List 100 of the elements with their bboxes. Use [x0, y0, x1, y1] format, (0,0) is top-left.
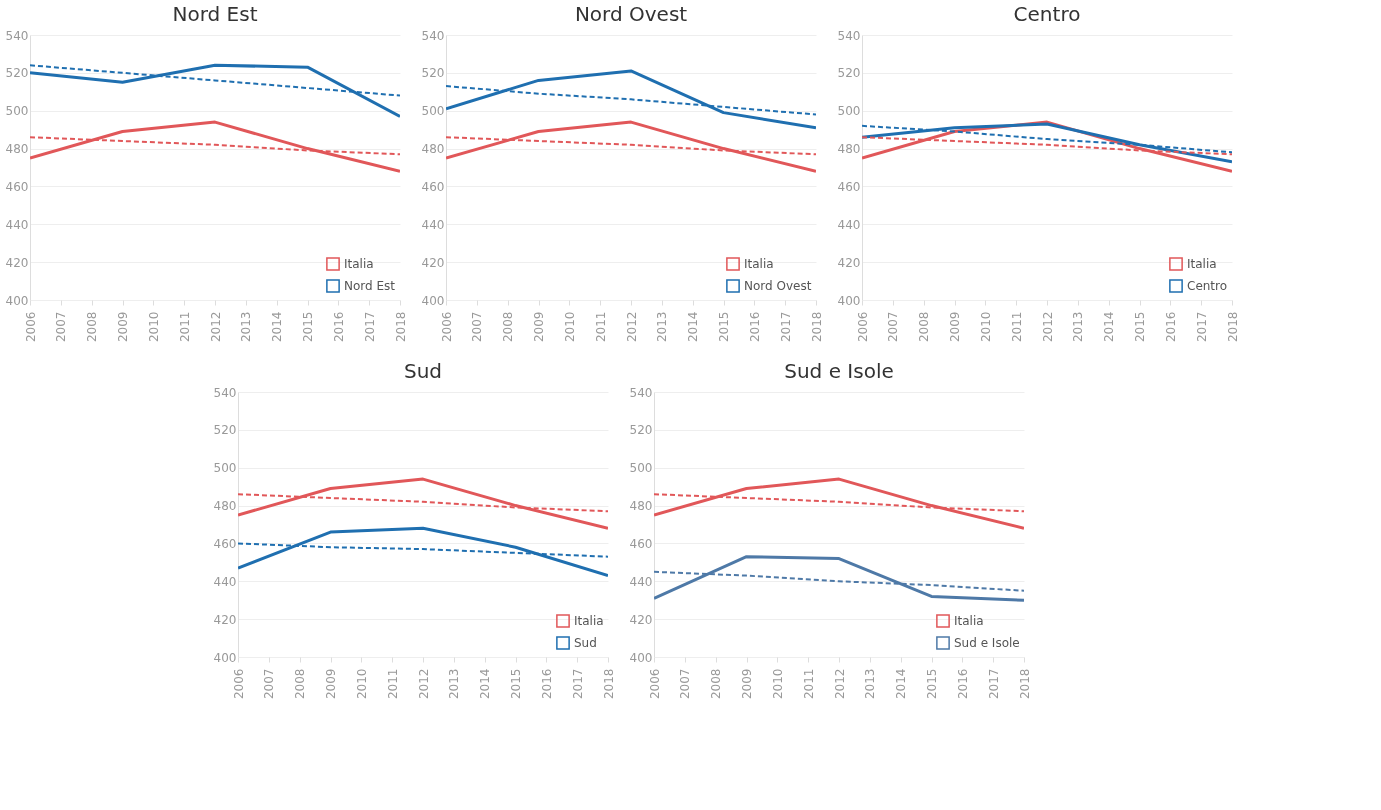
- x-tick-label: 2011: [801, 668, 816, 700]
- y-tick-label: 500: [421, 104, 445, 119]
- legend-label: Italia: [1187, 257, 1217, 271]
- line-series: [654, 477, 1024, 530]
- line-series: [30, 120, 400, 173]
- x-tick-label: 2008: [501, 311, 516, 343]
- y-tick-label: 500: [213, 461, 237, 476]
- y-tick-label: 480: [5, 142, 29, 157]
- y-tick-label: 400: [213, 650, 237, 665]
- legend-label: Centro: [1187, 279, 1228, 293]
- x-tick-label: 2010: [562, 311, 577, 343]
- y-tick-label: 420: [837, 255, 861, 270]
- y-tick-label: 440: [837, 217, 861, 232]
- x-tick-label: 2017: [570, 668, 585, 700]
- x-tick-label: 2015: [301, 311, 315, 343]
- y-tick-label: 440: [5, 217, 29, 232]
- x-tick-label: 2007: [886, 311, 901, 343]
- x-tick-label: 2010: [146, 311, 161, 343]
- y-tick-label: 540: [5, 28, 29, 43]
- legend-label: Nord Ovest: [744, 279, 812, 293]
- x-tick-label: 2009: [740, 668, 754, 700]
- line-series: [238, 477, 608, 530]
- x-tick-label: 2018: [1225, 311, 1240, 343]
- y-tick-label: 480: [629, 499, 653, 514]
- x-tick-label: 2016: [539, 668, 554, 700]
- y-tick-label: 480: [837, 142, 861, 157]
- x-tick-label: 2017: [1194, 311, 1209, 343]
- line-series: [30, 63, 400, 118]
- x-tick-label: 2011: [385, 668, 400, 700]
- legend-label: Sud: [574, 636, 597, 650]
- chart-title: Nord Est: [172, 2, 258, 26]
- y-tick-label: 500: [837, 104, 861, 119]
- line-series: [654, 555, 1024, 602]
- legend-label: Italia: [954, 614, 984, 628]
- x-tick-label: 2008: [917, 311, 932, 343]
- y-tick-label: 440: [629, 574, 653, 589]
- x-tick-label: 2012: [208, 311, 223, 343]
- y-tick-label: 440: [421, 217, 445, 232]
- x-tick-label: 2011: [177, 311, 192, 343]
- x-tick-label: 2009: [532, 311, 546, 343]
- x-tick-label: 2012: [832, 668, 847, 700]
- x-tick-label: 2013: [239, 311, 254, 343]
- x-tick-label: 2013: [863, 668, 878, 700]
- x-tick-label: 2009: [116, 311, 130, 343]
- y-tick-label: 520: [5, 66, 29, 81]
- x-tick-label: 2006: [647, 668, 662, 700]
- legend-label: Sud e Isole: [954, 636, 1020, 650]
- y-tick-label: 400: [5, 293, 29, 308]
- chart-title: Centro: [1013, 2, 1081, 26]
- x-tick-label: 2014: [478, 668, 493, 700]
- x-tick-label: 2015: [1133, 311, 1147, 343]
- y-tick-label: 460: [421, 179, 445, 194]
- y-tick-label: 420: [5, 255, 29, 270]
- x-tick-label: 2011: [1009, 311, 1024, 343]
- line-series: [446, 69, 816, 130]
- x-tick-label: 2014: [894, 668, 909, 700]
- x-tick-label: 2007: [470, 311, 485, 343]
- y-tick-label: 480: [421, 142, 445, 157]
- x-tick-label: 2012: [624, 311, 639, 343]
- x-tick-label: 2016: [747, 311, 762, 343]
- legend-label: Italia: [574, 614, 604, 628]
- y-tick-label: 400: [629, 650, 653, 665]
- x-tick-label: 2007: [54, 311, 69, 343]
- y-tick-label: 540: [421, 28, 445, 43]
- x-tick-label: 2009: [948, 311, 962, 343]
- x-tick-label: 2009: [324, 668, 338, 700]
- y-tick-label: 540: [837, 28, 861, 43]
- x-tick-label: 2008: [293, 668, 308, 700]
- y-tick-label: 500: [5, 104, 29, 119]
- x-tick-label: 2018: [809, 311, 824, 343]
- x-tick-label: 2012: [1040, 311, 1055, 343]
- y-tick-label: 420: [213, 612, 237, 627]
- y-tick-label: 420: [421, 255, 445, 270]
- y-tick-label: 460: [629, 536, 653, 551]
- y-tick-label: 440: [213, 574, 237, 589]
- x-tick-label: 2017: [986, 668, 1001, 700]
- y-tick-label: 460: [5, 179, 29, 194]
- x-tick-label: 2016: [955, 668, 970, 700]
- line-series: [446, 120, 816, 173]
- chart-title: Sud e Isole: [784, 359, 894, 383]
- x-tick-label: 2013: [1071, 311, 1086, 343]
- y-tick-label: 540: [213, 385, 237, 400]
- line-series: [862, 122, 1232, 164]
- x-tick-label: 2010: [354, 668, 369, 700]
- line-series: [238, 526, 608, 578]
- x-tick-label: 2010: [770, 668, 785, 700]
- y-tick-label: 520: [837, 66, 861, 81]
- x-tick-label: 2018: [601, 668, 616, 700]
- y-tick-label: 540: [629, 385, 653, 400]
- x-tick-label: 2015: [717, 311, 731, 343]
- x-tick-label: 2014: [1102, 311, 1117, 343]
- legend-label: Italia: [344, 257, 374, 271]
- x-tick-label: 2017: [778, 311, 793, 343]
- y-tick-label: 460: [213, 536, 237, 551]
- x-tick-label: 2013: [447, 668, 462, 700]
- x-tick-label: 2017: [362, 311, 377, 343]
- x-tick-label: 2018: [393, 311, 408, 343]
- x-tick-label: 2011: [593, 311, 608, 343]
- x-tick-label: 2016: [331, 311, 346, 343]
- x-tick-label: 2007: [678, 668, 693, 700]
